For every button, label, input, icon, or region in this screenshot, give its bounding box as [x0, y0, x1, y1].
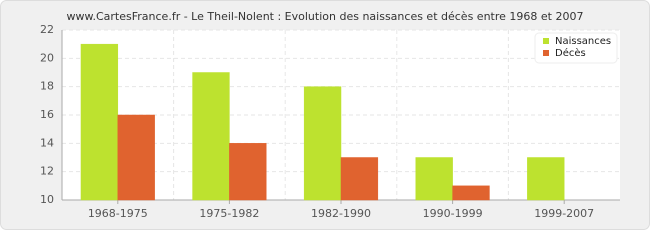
legend-swatch: [543, 50, 549, 56]
x-tick-label: 1982-1990: [311, 207, 371, 220]
y-tick-label: 20: [40, 51, 54, 64]
legend-box: [534, 32, 618, 64]
bar: [117, 114, 155, 201]
x-tick-label: 1999-2007: [534, 207, 594, 220]
bar: [192, 72, 230, 201]
chart: www.CartesFrance.fr - Le Theil-Nolent : …: [0, 0, 650, 230]
x-tick-label: 1968-1975: [88, 207, 148, 220]
y-tick-label: 16: [40, 108, 54, 121]
y-tick-label: 12: [40, 165, 54, 178]
bar: [80, 43, 119, 201]
y-tick-label: 22: [40, 23, 54, 36]
legend-label: Naissances: [555, 36, 611, 47]
x-tick-label: 1990-1999: [423, 207, 483, 220]
chart-title: www.CartesFrance.fr - Le Theil-Nolent : …: [67, 10, 584, 23]
bar: [415, 157, 453, 201]
y-tick-label: 14: [40, 136, 54, 149]
legend-swatch: [543, 38, 549, 44]
y-tick-label: 10: [40, 193, 54, 206]
bar: [229, 143, 267, 201]
x-tick-label: 1975-1982: [199, 207, 259, 220]
bar: [303, 86, 342, 201]
bar: [340, 157, 379, 201]
bar: [452, 185, 490, 201]
y-tick-label: 18: [40, 80, 54, 93]
bar: [527, 157, 565, 201]
legend-label: Décès: [555, 47, 586, 59]
